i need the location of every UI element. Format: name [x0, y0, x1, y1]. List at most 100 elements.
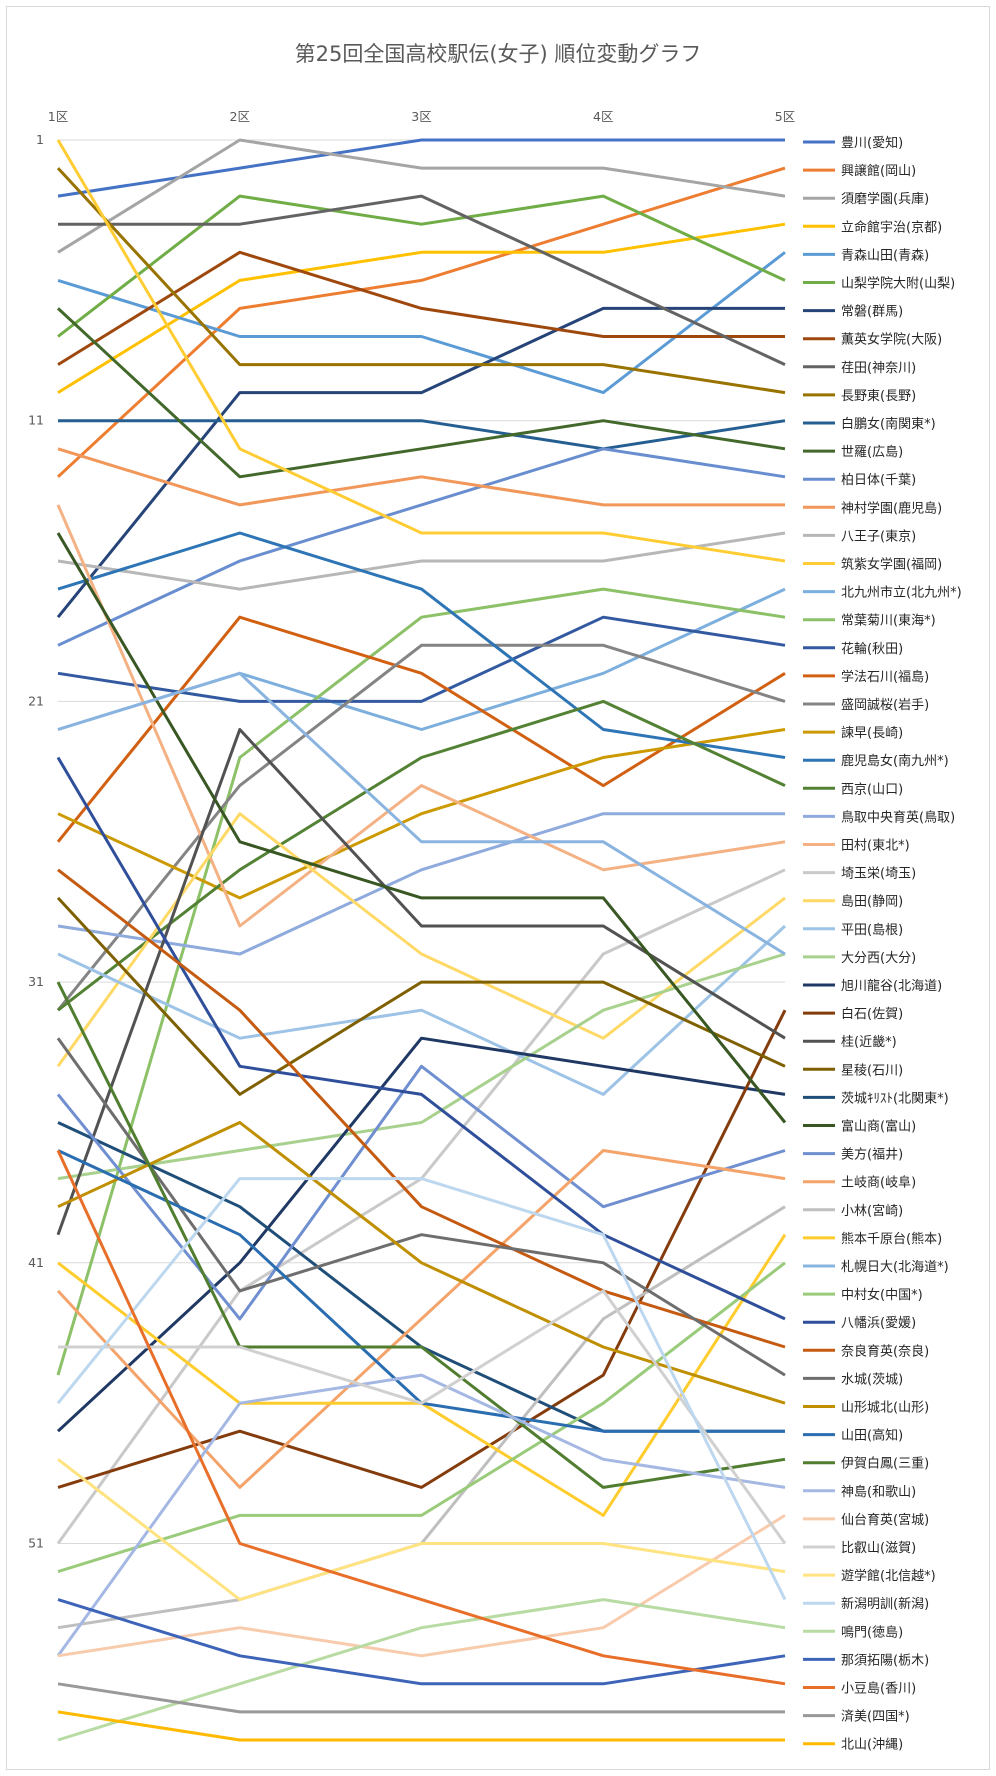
- legend-label: 済美(四国*): [841, 1709, 910, 1725]
- legend-label: 旭川龍谷(北海道): [841, 978, 942, 994]
- chart-title: 第25回全国高校駅伝(女子) 順位変動グラフ: [295, 42, 702, 66]
- legend-entry: 白石(佐賀): [803, 1006, 903, 1022]
- legend-label: 富山商(富山): [841, 1119, 916, 1135]
- legend-label: 鳴門(徳島): [841, 1625, 903, 1640]
- series-line-25: [57, 812, 785, 956]
- series-line-8: [57, 250, 785, 366]
- y-tick-label: 1: [36, 132, 44, 147]
- legend-label: 島田(静岡): [841, 895, 903, 910]
- legend-label: 伊賀白鳳(三重): [841, 1456, 929, 1472]
- legend-label: 長野東(長野): [841, 388, 916, 404]
- y-tick-label: 11: [28, 413, 44, 428]
- legend-entry: 柏日体(千葉): [803, 473, 916, 488]
- x-tick-label: 1区: [48, 109, 68, 124]
- series-line-15: [57, 531, 786, 591]
- legend-label: 熊本千原台(熊本): [841, 1231, 942, 1247]
- series-line-32: [57, 1009, 787, 1489]
- legend-entry: 世羅(広島): [803, 445, 903, 460]
- legend-label: 大分西(大分): [841, 951, 916, 966]
- legend-entry: 鳴門(徳島): [803, 1625, 903, 1640]
- series-line-21: [56, 643, 786, 1012]
- legend-entry: 島田(静岡): [803, 895, 903, 910]
- series-line-14: [57, 447, 785, 507]
- legend-label: 星稜(石川): [841, 1063, 903, 1078]
- legend-label: 筑紫女学園(福岡): [841, 557, 942, 573]
- legend-label: 桂(近畿*): [841, 1035, 897, 1050]
- legend-label: 山梨学院大附(山梨): [841, 276, 955, 292]
- legend-entry: 興譲館(岡山): [803, 163, 916, 179]
- legend-entry: 立命館宇治(京都): [803, 219, 942, 235]
- legend-entry: 水城(茨城): [803, 1372, 903, 1387]
- legend-entry: 山田(高知): [803, 1428, 903, 1444]
- series-line-57: [57, 1682, 785, 1714]
- legend-label: 荏田(神奈川): [841, 361, 916, 376]
- series-line-44: [57, 868, 786, 1349]
- series-line-23: [57, 531, 786, 759]
- legend-entry: 遊学館(北信越*): [803, 1568, 936, 1584]
- legend-entry: 山形城北(山形): [803, 1401, 929, 1416]
- series-line-54: [57, 1598, 786, 1742]
- legend-entry: 薫英女学院(大阪): [803, 332, 942, 348]
- legend-label: 神村学園(鹿児島): [841, 500, 942, 516]
- legend-label: 仙台育英(宮城): [841, 1512, 929, 1528]
- legend-entry: 済美(四国*): [803, 1709, 910, 1725]
- series-line-41: [57, 671, 786, 956]
- legend-entry: 筑紫女学園(福岡): [803, 557, 942, 573]
- legend-entry: 神島(和歌山): [803, 1485, 916, 1500]
- legend-entry: 荏田(神奈川): [803, 361, 916, 376]
- legend-entry: 諫早(長崎): [803, 725, 903, 741]
- legend-entry: 八幡浜(愛媛): [803, 1316, 916, 1331]
- legend-label: 神島(和歌山): [841, 1485, 916, 1500]
- legend-label: 白鵬女(南関東*): [841, 416, 936, 432]
- series-line-55: [57, 1598, 786, 1686]
- legend: 豊川(愛知) 興譲館(岡山) 須磨学園(兵庫) 立命館宇治(京都) 青森山田(青森) 山梨…: [803, 135, 962, 1753]
- series-line-5: [57, 251, 786, 395]
- legend-label: 遊学館(北信越*): [841, 1568, 936, 1584]
- series-line-6: [57, 194, 786, 338]
- series-line-22: [57, 728, 786, 900]
- legend-entry: 八王子(東京): [803, 528, 916, 544]
- legend-label: 小豆島(香川): [841, 1682, 916, 1697]
- legend-label: 鳥取中央育英(鳥取): [841, 809, 955, 825]
- legend-label: 山形城北(山形): [841, 1401, 929, 1416]
- legend-label: 水城(茨城): [841, 1372, 903, 1387]
- series-line-49: [56, 1373, 786, 1657]
- series-line-58: [57, 1710, 785, 1742]
- legend-entry: 小林(宮崎): [803, 1203, 903, 1219]
- legend-label: 中村女(中国*): [841, 1287, 923, 1303]
- x-tick-label: 3区: [411, 109, 431, 124]
- legend-entry: 盛岡誠桜(岩手): [803, 698, 929, 713]
- legend-label: 柏日体(千葉): [841, 473, 916, 488]
- legend-label: 学法石川(福島): [841, 669, 929, 685]
- legend-entry: 鳥取中央育英(鳥取): [803, 809, 955, 825]
- legend-entry: 平田(島根): [803, 923, 903, 938]
- chart-frame: [6, 6, 990, 1770]
- legend-entry: 桂(近畿*): [803, 1035, 897, 1050]
- series-line-30: [57, 952, 786, 1181]
- series-line-24: [57, 699, 786, 1012]
- legend-label: 世羅(広島): [841, 445, 903, 460]
- series-line-51: [58, 1289, 787, 1545]
- legend-label: 土岐商(岐阜): [841, 1175, 916, 1191]
- series-line-13: [57, 447, 786, 647]
- series-lines: [56, 138, 787, 1742]
- legend-entry: 熊本千原台(熊本): [803, 1231, 942, 1247]
- series-line-52: [57, 1458, 786, 1602]
- legend-label: 常磐(群馬): [841, 305, 903, 320]
- series-line-26: [56, 504, 786, 928]
- legend-entry: 那須拓陽(栃木): [803, 1653, 929, 1668]
- legend-entry: 西京(山口): [803, 782, 903, 797]
- legend-entry: 学法石川(福島): [803, 669, 929, 685]
- legend-label: 茨城ｷﾘｽﾄ(北関東*): [841, 1090, 949, 1106]
- legend-label: 諫早(長崎): [841, 725, 903, 741]
- legend-entry: 鹿児島女(南九州*): [803, 753, 949, 769]
- legend-label: 常葉菊川(東海*): [841, 613, 936, 629]
- x-axis-labels: 1区 2区 3区 4区 5区: [48, 109, 795, 124]
- legend-label: 立命館宇治(京都): [841, 219, 942, 235]
- legend-label: 比叡山(滋賀): [841, 1541, 916, 1556]
- legend-label: 札幌日大(北海道*): [841, 1259, 949, 1275]
- legend-entry: 北山(沖縄): [803, 1738, 903, 1753]
- legend-entry: 埼玉栄(埼玉): [803, 867, 916, 882]
- series-line-53: [56, 1177, 787, 1601]
